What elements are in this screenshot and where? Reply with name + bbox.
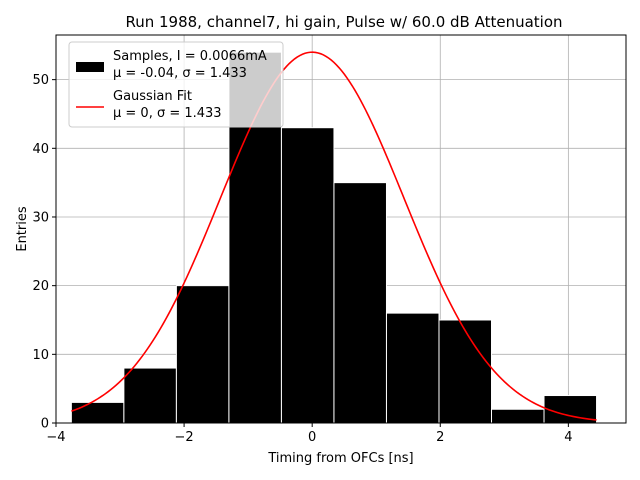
histogram-bar <box>438 319 493 424</box>
plot-frame <box>55 34 627 424</box>
legend-box <box>68 41 284 128</box>
legend-label: Gaussian Fit <box>113 89 192 104</box>
legend: Samples, I = 0.0066mA μ = -0.04, σ = 1.43… <box>68 41 284 128</box>
y-axis-label: Entries <box>15 206 30 252</box>
histogram-bar <box>280 127 335 424</box>
histogram-bar <box>175 285 230 424</box>
y-tick-label: 50 <box>32 73 49 88</box>
legend-stats: μ = 0, σ = 1.433 <box>113 106 222 121</box>
histogram-bar <box>333 182 387 424</box>
x-tick-label: −2 <box>175 430 194 445</box>
histogram-bar <box>70 401 125 424</box>
y-tick-label: 20 <box>32 279 49 294</box>
legend-stats: μ = -0.04, σ = 1.433 <box>113 66 247 81</box>
histogram-bars <box>70 51 598 424</box>
histogram-bar <box>491 408 545 424</box>
x-tick-label: 0 <box>308 430 316 445</box>
y-tick-label: 40 <box>32 142 49 157</box>
y-tick-label: 0 <box>41 417 49 432</box>
legend-label: Samples, I = 0.0066mA <box>113 49 267 64</box>
gaussian-fit-line <box>71 51 597 421</box>
gaussian-fit <box>71 51 597 421</box>
x-axis-label: Timing from OFCs [ns] <box>267 451 413 466</box>
y-tick-label: 10 <box>32 348 49 363</box>
x-tick-label: 4 <box>564 430 572 445</box>
chart-title: Run 1988, channel7, hi gain, Pulse w/ 60… <box>125 13 562 31</box>
histogram-bar <box>123 367 177 424</box>
histogram-bar <box>385 312 440 424</box>
x-tick-label: −4 <box>46 430 65 445</box>
x-tick-label: 2 <box>436 430 444 445</box>
legend-patch <box>76 62 104 72</box>
y-tick-label: 30 <box>32 210 49 225</box>
